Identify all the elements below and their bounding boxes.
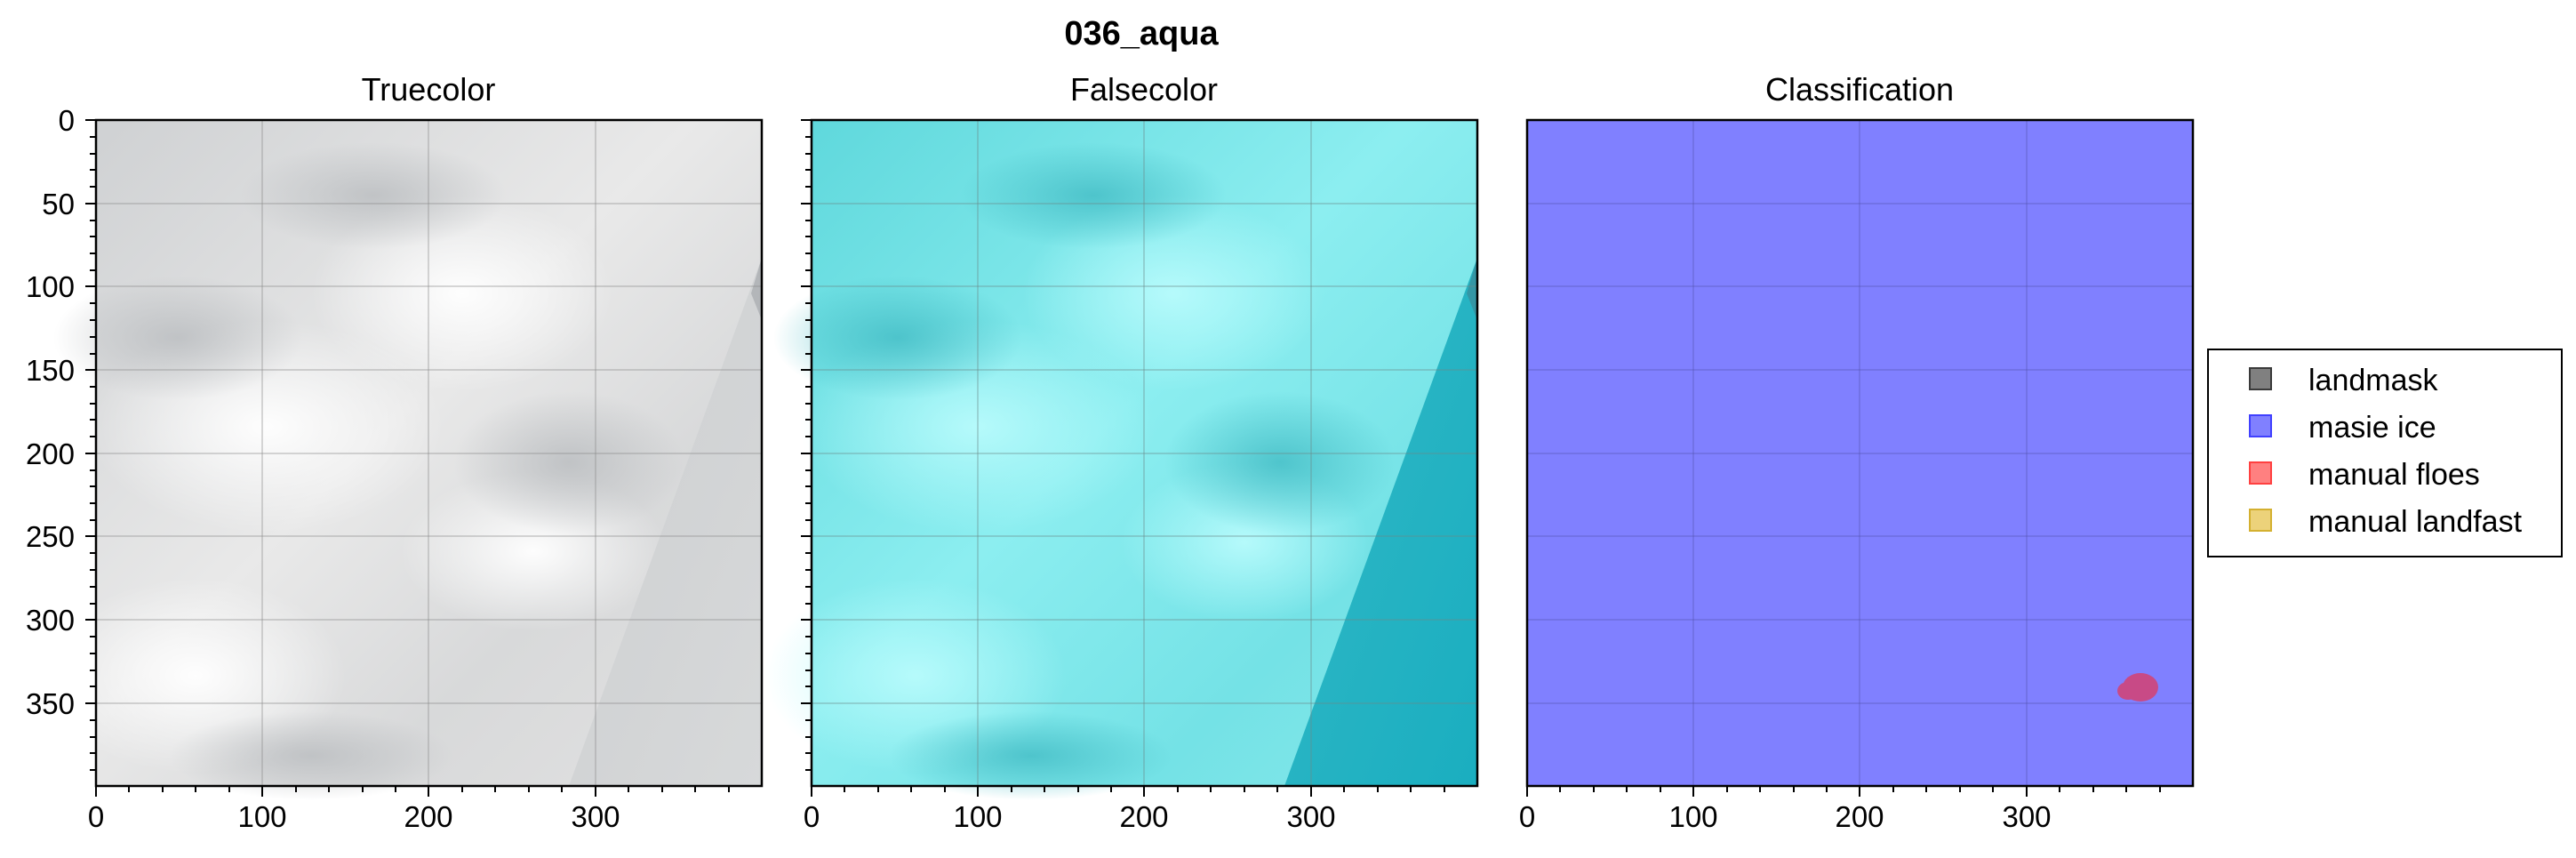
legend-swatch-manual-floes	[2249, 461, 2272, 485]
y-tick-label: 150	[26, 354, 75, 387]
x-tick-label: 300	[2002, 800, 2051, 833]
legend: landmask masie ice manual floes manual l…	[2207, 349, 2563, 557]
panel-title-classification: Classification	[1765, 71, 1954, 108]
truecolor-image	[44, 120, 762, 800]
manual-floe-blob	[2117, 673, 2158, 702]
y-tick-label: 250	[26, 520, 75, 553]
truecolor-y-tick-labels: 0 50 100 150 200 250 300 350	[26, 104, 75, 720]
panel-title-falsecolor: Falsecolor	[1070, 71, 1218, 108]
truecolor-x-tick-labels: 0 100 200 300	[88, 800, 620, 833]
x-tick-label: 100	[237, 800, 286, 833]
y-tick-label: 100	[26, 270, 75, 303]
panel-title-truecolor: Truecolor	[362, 71, 496, 108]
legend-item-masie-ice: masie ice	[2249, 411, 2436, 445]
x-tick-label: 300	[571, 800, 620, 833]
x-tick-label: 100	[1668, 800, 1717, 833]
legend-label-manual-landfast: manual landfast	[2308, 505, 2523, 539]
classification-x-tick-labels: 0 100 200 300	[1519, 800, 2052, 833]
falsecolor-x-tick-labels: 0 100 200 300	[804, 800, 1336, 833]
x-tick-label: 0	[804, 800, 820, 833]
truecolor-grid	[96, 120, 762, 786]
legend-swatch-landmask	[2249, 367, 2272, 390]
legend-label-manual-floes: manual floes	[2308, 458, 2480, 492]
legend-label-masie-ice: masie ice	[2308, 411, 2436, 445]
panel-truecolor: Truecolor	[26, 71, 764, 833]
legend-item-landmask: landmask	[2249, 364, 2439, 397]
masie-ice-area	[1527, 120, 2193, 786]
x-tick-label: 0	[1519, 800, 1535, 833]
y-tick-label: 0	[59, 104, 75, 137]
x-tick-label: 200	[404, 800, 452, 833]
x-tick-label: 100	[953, 800, 1002, 833]
x-tick-label: 300	[1286, 800, 1335, 833]
x-tick-label: 200	[1835, 800, 1884, 833]
truecolor-ticks	[85, 119, 730, 797]
x-tick-label: 0	[88, 800, 104, 833]
classification-grid	[1527, 120, 2193, 786]
y-tick-label: 350	[26, 687, 75, 720]
y-tick-label: 300	[26, 604, 75, 637]
falsecolor-image	[764, 120, 1477, 800]
classification-ticks	[1526, 786, 2161, 797]
figure-suptitle: 036_aqua	[1064, 15, 1219, 52]
panel-classification: Classification 0 100 200 300	[1519, 71, 2195, 833]
legend-item-manual-floes: manual floes	[2249, 458, 2480, 492]
falsecolor-ticks	[801, 119, 1445, 797]
legend-label-landmask: landmask	[2308, 364, 2439, 397]
x-tick-label: 200	[1119, 800, 1168, 833]
y-tick-label: 200	[26, 437, 75, 470]
legend-swatch-manual-landfast	[2249, 509, 2272, 532]
legend-swatch-masie-ice	[2249, 414, 2272, 437]
panel-falsecolor: Falsecolor	[764, 71, 1479, 833]
legend-item-manual-landfast: manual landfast	[2249, 505, 2523, 539]
y-tick-label: 50	[42, 188, 75, 221]
falsecolor-grid	[812, 120, 1477, 786]
